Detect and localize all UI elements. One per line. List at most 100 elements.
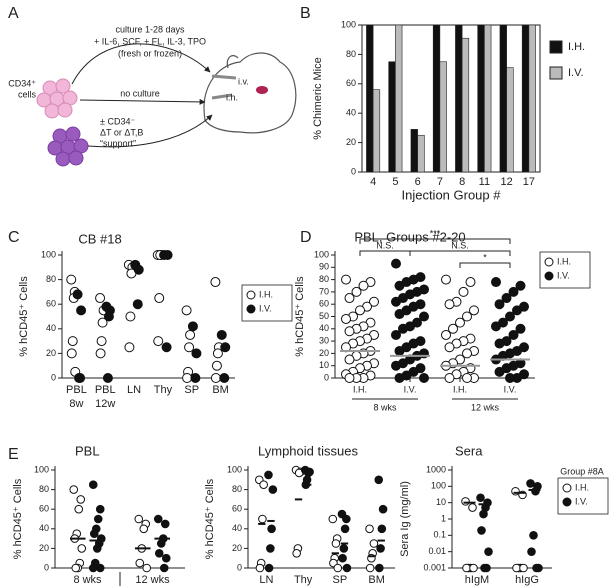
point — [142, 563, 152, 573]
point — [264, 470, 273, 480]
chart-title: PBL — [75, 443, 100, 458]
point — [153, 514, 163, 524]
point — [182, 373, 193, 383]
bar — [499, 24, 507, 173]
arrow-direct — [79, 98, 206, 105]
chart-title: Sera — [455, 443, 483, 458]
point — [331, 539, 341, 548]
bar — [410, 129, 418, 173]
point — [220, 342, 231, 353]
point — [505, 311, 515, 322]
mouse — [203, 52, 297, 134]
point — [369, 539, 379, 548]
point — [96, 336, 107, 347]
bar — [477, 24, 485, 173]
point — [266, 544, 275, 553]
y-tick-label: 70 — [319, 286, 329, 296]
bracket-label: *** — [430, 228, 441, 238]
x-tick-label: SP — [333, 574, 348, 586]
point — [328, 514, 338, 524]
bar — [506, 67, 514, 173]
legend-swatch — [549, 40, 563, 54]
y-tick-label: 80 — [39, 484, 49, 494]
y-tick-label: 40 — [232, 523, 242, 533]
point — [74, 504, 84, 514]
point — [462, 311, 472, 322]
point — [358, 280, 369, 291]
point — [341, 274, 351, 285]
bar — [417, 134, 425, 173]
y-tick-label: 100 — [431, 481, 446, 491]
y-tick-label: 0 — [51, 372, 56, 382]
plot-frame — [361, 24, 541, 173]
point — [216, 329, 227, 340]
point — [508, 329, 519, 340]
point — [342, 563, 352, 573]
x-tick-label: 11 — [479, 176, 490, 188]
point — [133, 264, 144, 275]
point — [511, 486, 520, 496]
y-tick-label: 50 — [319, 311, 329, 321]
y-tick-label: 1 — [441, 513, 446, 523]
x-series-label: I.H. — [453, 384, 467, 394]
legend-marker — [246, 290, 256, 300]
point — [184, 342, 195, 353]
bar — [521, 24, 530, 173]
point — [355, 305, 365, 316]
point — [441, 274, 451, 285]
point — [444, 299, 455, 310]
support-label: ΔT or ΔT,B — [100, 127, 143, 137]
y-axis-label: % hCD45⁺ Cells — [12, 478, 24, 559]
route-label: i.h. — [226, 92, 238, 102]
point — [66, 274, 77, 285]
point — [391, 329, 401, 340]
bracket-label: * — [483, 252, 487, 262]
point — [455, 317, 465, 328]
culture-line: culture 1-28 days — [115, 24, 185, 34]
point — [212, 348, 223, 359]
point — [461, 497, 470, 506]
point — [515, 280, 526, 291]
y-tick-label: 30 — [319, 335, 329, 345]
point — [441, 329, 451, 340]
point — [134, 514, 144, 524]
point — [394, 373, 405, 383]
bar — [388, 61, 396, 173]
point — [71, 563, 81, 573]
x-tick-sublabel: 12w — [95, 398, 115, 410]
panel-label: D — [300, 229, 312, 246]
y-tick-label: 20 — [319, 348, 329, 358]
y-tick-label: 10 — [319, 360, 329, 370]
point — [102, 373, 113, 383]
point — [95, 293, 106, 304]
point — [375, 563, 384, 573]
y-axis-label: % Chimeric Mice — [312, 57, 324, 140]
point — [187, 321, 198, 332]
no-culture-label: no culture — [120, 88, 160, 98]
mouse-liver — [256, 86, 268, 94]
x-tick-label: 5 — [392, 176, 398, 188]
point — [494, 338, 505, 349]
arrow-culture — [71, 43, 211, 85]
point — [210, 373, 221, 383]
legend-label: I.V. — [575, 496, 588, 506]
point — [88, 480, 98, 490]
legend-swatch — [549, 66, 563, 80]
cd34-cells — [36, 78, 78, 119]
point — [154, 549, 164, 558]
point — [444, 342, 455, 353]
point — [508, 286, 519, 297]
panel-label: A — [8, 5, 19, 22]
y-tick-label: 0.1 — [433, 530, 446, 540]
point — [132, 299, 143, 310]
y-axis-label: % hCD45⁺ Cells — [18, 276, 30, 357]
point — [135, 558, 145, 568]
x-tick-label: hIgG — [515, 574, 539, 586]
point — [532, 563, 541, 573]
y-tick-label: 1000 — [426, 464, 446, 474]
chart-title: PBL, Groups #2-20 — [354, 229, 465, 244]
y-tick-label: 40 — [46, 323, 56, 333]
point — [527, 547, 536, 556]
point — [494, 366, 505, 377]
